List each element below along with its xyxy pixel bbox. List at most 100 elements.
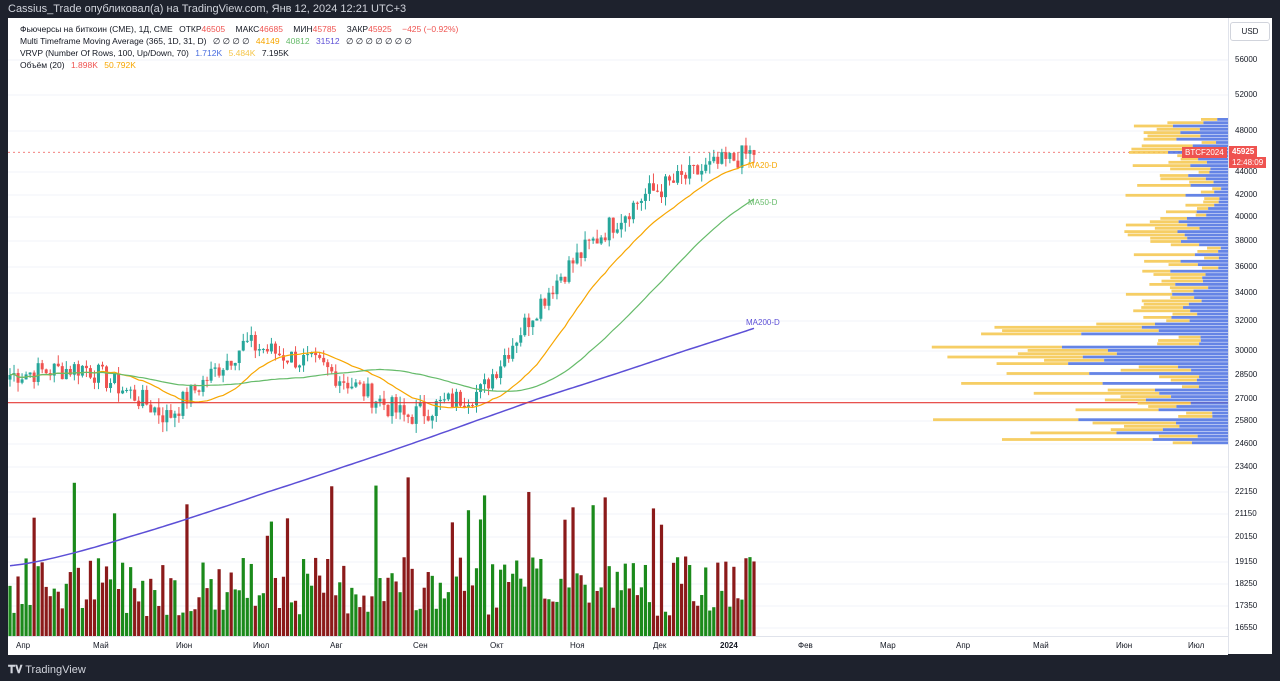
currency-button[interactable]: USD — [1230, 22, 1270, 41]
legend-change: −425 (−0.92%) — [402, 24, 459, 34]
volume-profile-row — [1208, 286, 1228, 290]
volume-bar — [334, 595, 338, 636]
volume-profile-row — [1190, 401, 1228, 405]
volume-profile-row — [1204, 197, 1220, 200]
volume-profile-row — [1170, 378, 1197, 382]
candle-body — [261, 348, 265, 350]
legend-volume-title: Объём (20) — [20, 60, 65, 70]
candle-body — [245, 340, 249, 342]
volume-bar — [599, 587, 603, 636]
candle-body — [382, 398, 386, 405]
volume-bar — [213, 609, 217, 636]
candle-body — [100, 364, 104, 367]
candle-body — [125, 389, 129, 391]
candle-body — [599, 237, 603, 244]
volume-profile-row — [1196, 378, 1228, 382]
countdown-tag: 12:48:09 — [1229, 157, 1267, 168]
volume-bar — [157, 605, 161, 636]
volume-bar — [635, 595, 639, 636]
volume-bar — [579, 575, 583, 636]
time-axis[interactable]: Апр Май Июн Июл Авг Сен Окт Ноя Дек 2024 Фев Мар Апр… — [8, 636, 1228, 655]
candle-body — [712, 156, 716, 162]
legend-close: 45925 — [368, 24, 392, 34]
volume-bar — [555, 601, 559, 636]
volume-profile-row — [1193, 289, 1228, 293]
volume-bar — [36, 566, 40, 636]
candle-body — [177, 413, 181, 416]
volume-profile-row — [1129, 151, 1169, 154]
candle-body — [503, 355, 507, 367]
candle-body — [290, 351, 294, 363]
volume-bar — [732, 566, 736, 636]
volume-profile-row — [1143, 131, 1181, 134]
volume-profile-row — [1203, 121, 1228, 125]
volume-bar — [595, 590, 599, 636]
candle-body — [378, 398, 382, 402]
volume-bar — [16, 576, 20, 636]
time-tick-label: Сен — [413, 641, 428, 650]
volume-bar — [76, 567, 80, 636]
volume-profile-row — [1116, 431, 1228, 435]
volume-profile-row — [1185, 193, 1228, 197]
volume-profile-row — [1141, 299, 1202, 303]
volume-profile-row — [1199, 127, 1228, 131]
candle-body — [157, 407, 161, 416]
volume-profile-row — [1170, 243, 1200, 247]
volume-profile-row — [1198, 385, 1228, 389]
volume-bar — [326, 559, 330, 636]
volume-profile-row — [1133, 124, 1173, 128]
candle-body — [410, 416, 414, 424]
volume-bar — [575, 573, 579, 636]
price-axis[interactable]: 56000 52000 48000 44000 42000 40000 38000 36000… — [1228, 18, 1273, 654]
volume-bar — [627, 588, 631, 636]
volume-bar — [671, 562, 676, 636]
volume-profile-row — [1183, 306, 1228, 309]
volume-profile-row — [1006, 372, 1090, 375]
candle-body — [374, 401, 378, 408]
candle-body — [507, 355, 511, 359]
candle-body — [539, 298, 543, 319]
volume-bar — [133, 588, 137, 636]
volume-bar — [583, 584, 587, 636]
candle-body — [732, 153, 736, 161]
volume-profile-row — [1078, 418, 1228, 422]
volume-bar — [253, 605, 257, 636]
candle-body — [631, 202, 635, 220]
volume-bar — [559, 578, 563, 636]
volume-profile-row — [1143, 137, 1177, 141]
volume-profile-row — [1002, 329, 1159, 332]
chart-area[interactable]: Фьючерсы на биткоин (CME), 1Д, CME ОТКР4… — [8, 18, 1228, 654]
candle-body — [458, 391, 462, 406]
volume-bar — [462, 590, 467, 636]
volume-profile-row — [1201, 141, 1217, 144]
volume-profile-row — [933, 418, 1079, 422]
volume-bar — [591, 505, 595, 636]
volume-bar — [181, 612, 185, 636]
candle-body — [583, 239, 587, 258]
volume-bar — [285, 518, 290, 636]
volume-profile-row — [1205, 177, 1228, 181]
volume-profile-row — [1145, 398, 1228, 402]
legend-vrvp: VRVP (Number Of Rows, 100, Up/Down, 70) … — [20, 47, 293, 59]
volume-profile-row — [1153, 273, 1206, 276]
volume-profile-row — [1172, 292, 1228, 296]
volume-bar — [177, 615, 181, 636]
candle-body — [551, 292, 555, 295]
volume-profile-row — [1179, 424, 1228, 428]
volume-profile-row — [1137, 401, 1191, 405]
candle-body — [483, 379, 487, 385]
volume-bar — [531, 557, 535, 636]
volume-bar — [108, 579, 113, 636]
legend-mtf-ma: Multi Timeframe Moving Average (365, 1D,… — [20, 35, 416, 47]
volume-profile-row — [1220, 246, 1228, 250]
candle-body — [241, 340, 245, 351]
candle-body — [651, 183, 655, 191]
volume-bar — [281, 576, 286, 636]
volume-bar — [639, 587, 643, 636]
volume-bar — [539, 558, 543, 636]
volume-bar — [68, 572, 72, 636]
price-chart[interactable] — [8, 18, 1228, 636]
candle-body — [555, 280, 559, 295]
volume-profile-row — [1165, 210, 1197, 214]
candle-body — [736, 160, 740, 168]
